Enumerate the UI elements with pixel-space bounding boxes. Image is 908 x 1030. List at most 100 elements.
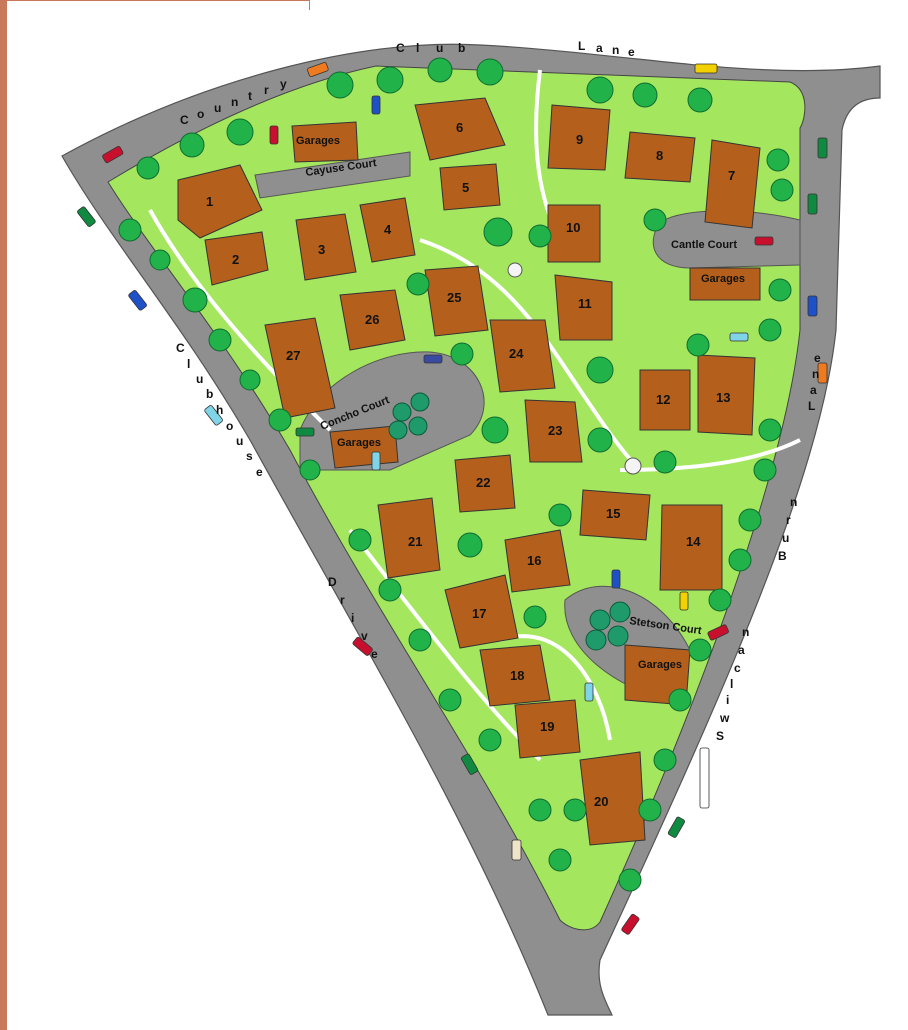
street-letter: a [810,383,818,397]
street-letter: C [176,341,186,355]
house-20-label: 20 [594,794,608,809]
roundabout-north [507,262,523,278]
trees [118,57,794,892]
street-letter: C [396,41,406,55]
house-20-roof [579,751,646,846]
street-letter: h [216,403,224,417]
house-5-roof [439,163,501,211]
street-letter: D [328,575,338,589]
house-26-label: 26 [365,312,379,327]
street-letter: n [612,43,620,57]
house-25-roof [424,265,489,337]
house-11-roof [554,274,613,341]
house-18-roof [479,644,551,707]
house-19-roof [514,699,581,759]
house-26-roof [339,289,406,351]
house-23-label: 23 [548,423,562,438]
house-15-label: 15 [606,506,620,521]
street-letter: s [246,449,254,463]
house-6-label: 6 [456,120,463,135]
house-4-roof [359,197,416,263]
garages-cayuse-label: Garages [296,135,340,147]
house-17-label: 17 [472,606,486,621]
house-8-roof [624,131,696,183]
house-19-label: 19 [540,719,554,734]
house-22-label: 22 [476,475,490,490]
street-letter: e [256,465,264,479]
street-labels: C o u n t r y C l u b L a n e C l u b h … [176,39,822,743]
street-letter: w [719,711,730,725]
street-letter: b [206,387,214,401]
street-letter: e [371,647,379,661]
house-2-roof [204,231,269,286]
garages-cantle-label: Garages [701,273,745,285]
house-15-roof [579,489,651,541]
house-13-label: 13 [716,390,730,405]
frame-tab-edge [309,0,310,10]
street-letter: n [742,625,750,639]
frame-left-border [0,0,7,1030]
street-letter: n [812,367,820,381]
house-6-roof [414,97,506,161]
house-21-roof [377,497,441,579]
roundabout-south [624,457,642,475]
street-letter: u [436,41,444,55]
house-22-roof [454,454,516,513]
house-21-label: 21 [408,534,422,549]
houses [177,97,761,846]
street-letter: n [231,95,239,109]
garages-concho-roof [329,425,399,469]
street-letter: y [280,77,288,91]
house-3-label: 3 [318,242,325,257]
house-3-roof [295,213,357,281]
street-letter: e [814,351,822,365]
house-5-label: 5 [462,180,469,195]
frame-top-border [0,0,310,1]
street-letter: n [790,495,798,509]
cantle-court-label: Cantle Court [671,239,737,251]
garages-cayuse-roof [291,121,359,163]
house-11-label: 11 [578,296,592,311]
house-16-roof [504,529,571,593]
house-17-roof [444,574,519,649]
house-4-label: 4 [384,222,392,237]
parked-cars [77,62,828,935]
street-letter: o [197,107,205,121]
street-letter: l [416,41,420,55]
house-8-label: 8 [656,148,663,163]
street-letter: l [730,677,734,691]
street-letter: u [214,101,222,115]
lawn-area [107,65,806,931]
house-16-label: 16 [527,553,541,568]
street-letter: c [734,661,742,675]
house-27-roof [264,317,336,419]
garages-concho-label: Garages [337,437,381,449]
street-letter: r [340,593,346,607]
cantle-court-road [652,210,801,269]
street-letter: i [351,611,355,625]
house-1-label: 1 [206,194,213,209]
house-25-label: 25 [447,290,461,305]
house-1-roof [177,164,263,239]
street-letter: S [716,729,725,743]
street-letter: v [361,629,369,643]
house-12-roof [639,369,691,431]
house-number-labels: 1 2 3 4 5 6 7 8 9 10 11 12 13 14 15 16 1… [206,120,735,809]
house-14-label: 14 [686,534,701,549]
street-letter: u [782,531,790,545]
street-letter: u [196,372,204,386]
house-27-label: 27 [286,348,300,363]
street-letter: B [778,549,788,563]
house-9-roof [547,104,611,171]
garages-stetson-label: Garages [638,659,682,671]
house-23-roof [524,399,583,463]
street-letter: l [187,357,191,371]
street-letter: i [726,693,730,707]
house-10-label: 10 [566,220,580,235]
house-18-label: 18 [510,668,524,683]
street-letter: b [458,41,466,55]
house-7-label: 7 [728,168,735,183]
house-9-label: 9 [576,132,583,147]
